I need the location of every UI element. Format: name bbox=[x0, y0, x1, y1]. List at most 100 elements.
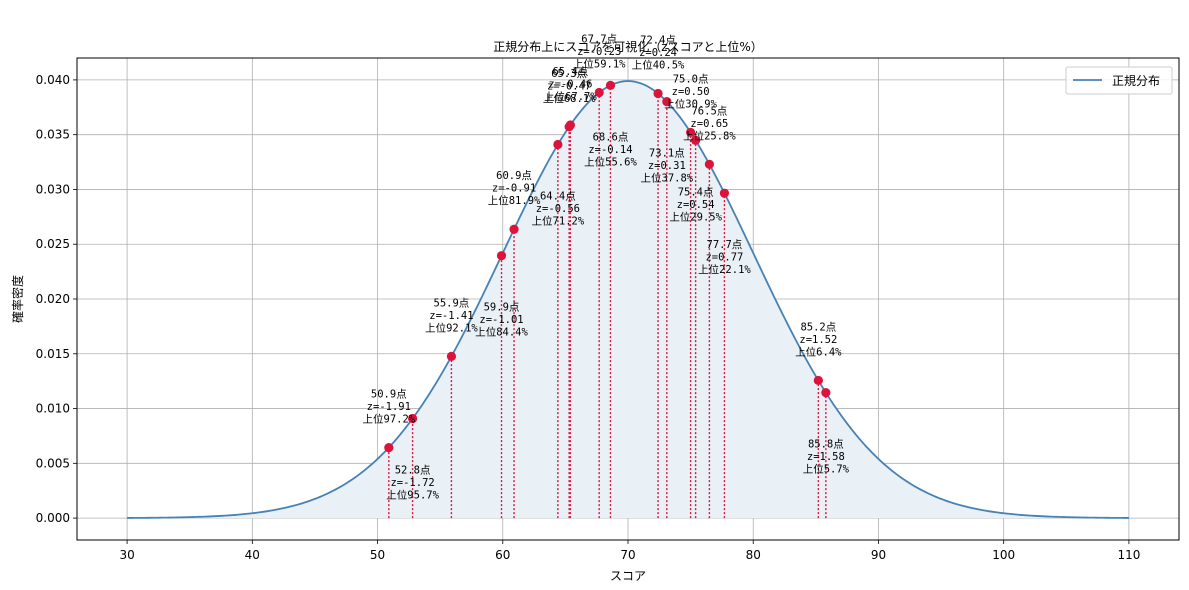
annotation-score: 76.5点 bbox=[691, 105, 727, 117]
legend-box bbox=[1065, 66, 1173, 95]
annotation-zscore: z=-1.91 bbox=[367, 401, 411, 413]
annotation-zscore: z=0.77 bbox=[705, 252, 743, 264]
annotation-zscore: z=0.50 bbox=[672, 86, 710, 98]
annotation-zscore: z=0.31 bbox=[648, 160, 686, 172]
x-tick-label: 60 bbox=[495, 548, 510, 562]
score-marker bbox=[384, 442, 394, 453]
x-tick-label: 90 bbox=[871, 548, 886, 562]
annotation-score: 75.4点 bbox=[678, 186, 714, 198]
curve-fill bbox=[127, 81, 1129, 519]
score-marker bbox=[813, 375, 823, 386]
chart-title: 正規分布上にスコアを可視化（zスコアと上位%） bbox=[493, 39, 762, 54]
score-marker bbox=[594, 87, 604, 98]
annotation-score: 68.6点 bbox=[593, 131, 629, 143]
score-marker bbox=[605, 80, 616, 90]
score-marker bbox=[509, 224, 519, 234]
annotation-rank: 上位55.6% bbox=[584, 155, 637, 168]
annotation-score: 85.8点 bbox=[808, 439, 844, 451]
annotation-rank: 上位92.1% bbox=[425, 321, 478, 334]
annotation-score: 77.7点 bbox=[707, 239, 743, 251]
annotation-zscore: z=-0.91 bbox=[492, 183, 536, 195]
y-tick-label: 0.010 bbox=[36, 402, 70, 416]
legend: 正規分布 bbox=[1065, 66, 1173, 95]
annotation-rank: 上位67.7% bbox=[544, 90, 597, 103]
annotation-score: 65.3点 bbox=[551, 68, 587, 80]
annotation-rank: 上位29.5% bbox=[669, 210, 722, 223]
y-tick-label: 0.035 bbox=[36, 128, 70, 142]
annotation-score: 50.9点 bbox=[371, 389, 407, 401]
score-marker bbox=[691, 135, 701, 145]
x-tick-label: 110 bbox=[1117, 548, 1140, 562]
y-tick-label: 0.005 bbox=[36, 456, 70, 470]
x-tick-label: 80 bbox=[746, 548, 761, 562]
x-tick-label: 40 bbox=[245, 548, 260, 562]
annotation-rank: 上位68.1% bbox=[543, 92, 596, 105]
annotation-rank: 上位37.8% bbox=[641, 172, 694, 185]
y-tick-label: 0.025 bbox=[36, 237, 70, 251]
normal-curve-line bbox=[127, 80, 1129, 519]
annotation-rank: 上位84.4% bbox=[475, 326, 528, 339]
score-marker bbox=[653, 88, 663, 99]
annotation-zscore: z=-1.01 bbox=[479, 314, 523, 326]
annotation-score: 75.0点 bbox=[673, 73, 709, 85]
y-tick-label: 0.015 bbox=[36, 347, 70, 361]
annotation-zscore: z=-0.56 bbox=[536, 203, 580, 215]
annotation-rank: 上位81.9% bbox=[488, 194, 541, 207]
score-marker bbox=[565, 120, 575, 130]
annotation-rank: 上位59.1% bbox=[573, 57, 626, 70]
annotation-rank: 上位25.8% bbox=[683, 129, 736, 142]
annotation-zscore: z=0.54 bbox=[677, 199, 715, 211]
score-marker bbox=[821, 388, 831, 398]
annotation-score: 55.9点 bbox=[434, 297, 470, 309]
score-marker bbox=[686, 127, 696, 138]
annotation-score: 64.4点 bbox=[540, 190, 576, 202]
legend-label: 正規分布 bbox=[1112, 73, 1160, 88]
annotation-rank: 上位95.7% bbox=[386, 489, 439, 502]
annotation-zscore: z=0.65 bbox=[690, 118, 728, 130]
score-marker bbox=[704, 159, 714, 169]
y-tick-label: 0.000 bbox=[36, 511, 70, 525]
annotation-rank: 上位30.9% bbox=[664, 97, 717, 110]
curve-series bbox=[127, 80, 1129, 519]
annotation-rank: 上位40.5% bbox=[632, 58, 685, 71]
score-markers bbox=[384, 80, 831, 453]
annotation-score: 52.8点 bbox=[395, 465, 431, 477]
annotation-zscore: z=-0.46 bbox=[548, 78, 592, 90]
y-tick-label: 0.020 bbox=[36, 292, 70, 306]
annotation-rank: 上位97.2% bbox=[363, 413, 416, 426]
annotation-score: 67.7点 bbox=[581, 33, 617, 45]
annotation-zscore: z=-0.47 bbox=[547, 80, 591, 92]
annotation-rank: 上位71.2% bbox=[532, 214, 585, 227]
annotation-rank: 上位5.7% bbox=[803, 463, 850, 476]
annotation-zscore: z=1.58 bbox=[807, 451, 845, 463]
annotation-zscore: z=-1.41 bbox=[429, 310, 473, 322]
annotation-zscore: z=-0.14 bbox=[588, 144, 632, 156]
annotation-score: 73.1点 bbox=[649, 148, 685, 160]
score-marker bbox=[719, 188, 730, 198]
score-marker bbox=[496, 251, 507, 261]
annotation-zscore: z=-0.23 bbox=[577, 46, 621, 58]
score-marker bbox=[662, 96, 672, 107]
annotation-score: 60.9点 bbox=[496, 170, 532, 182]
x-axis-title: スコア bbox=[610, 569, 646, 583]
annotation-zscore: z=0.24 bbox=[639, 47, 677, 59]
annotation-score: 59.9点 bbox=[484, 302, 520, 314]
annotation-zscore: z=1.52 bbox=[799, 334, 837, 346]
